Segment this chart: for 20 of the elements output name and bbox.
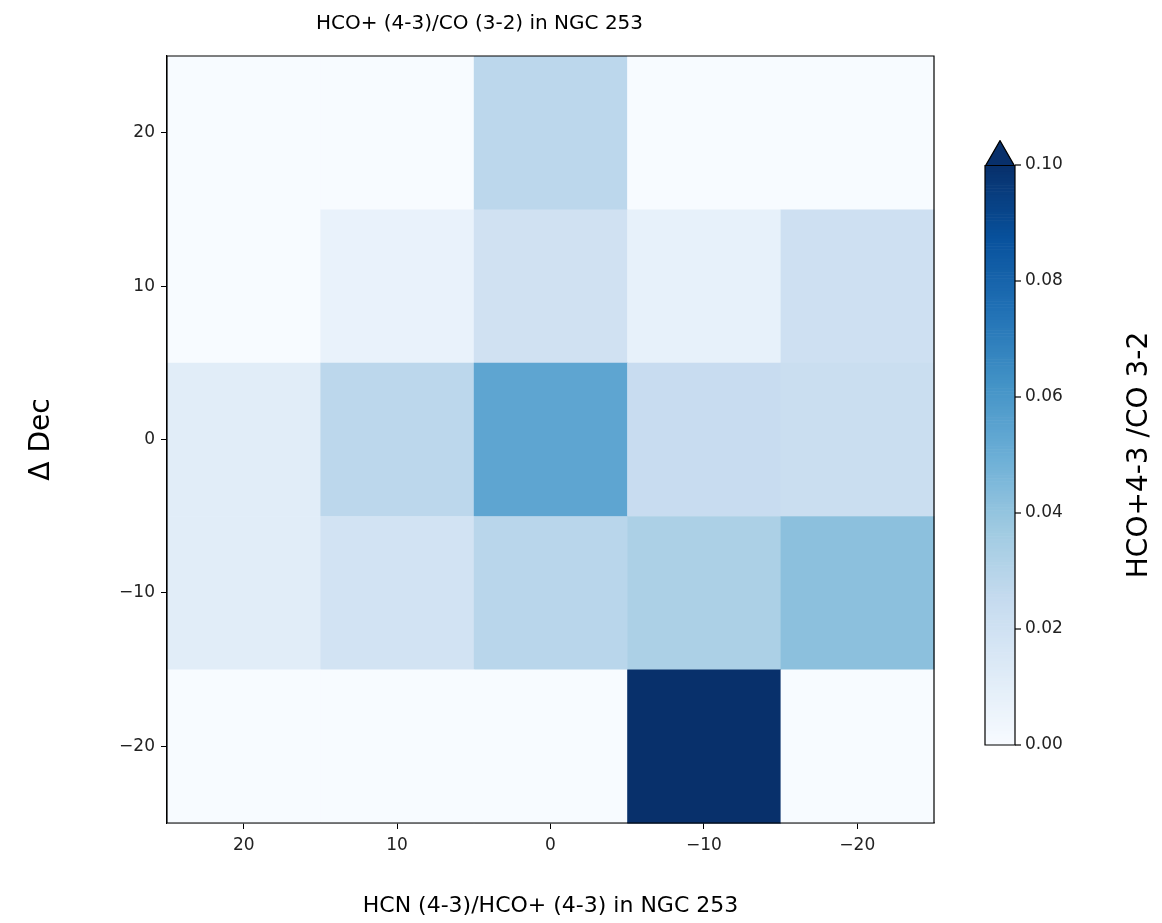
x-tick-label: 10 (386, 833, 408, 854)
y-tick-label: 20 (133, 121, 155, 142)
color-bar-label: 0.00 (1025, 733, 1063, 754)
y-tick-label: −10 (119, 581, 155, 602)
x-axis-title: HCN (4-3)/HCO+ (4-3) in NGC 253 (362, 891, 739, 917)
y-axis-title: Δ Dec (23, 398, 57, 481)
color-bar-label: 0.10 (1025, 153, 1063, 174)
x-tick-label: −20 (839, 833, 876, 854)
y-tick-label: 0 (144, 427, 155, 448)
color-bar-label: 0.08 (1025, 269, 1063, 290)
x-tick-label: 0 (545, 833, 556, 854)
color-bar-label: 0.02 (1025, 617, 1063, 638)
y-tick-label: −20 (119, 734, 155, 755)
color-bar-title: HCO+4-3 /CO 3-2 (1121, 331, 1155, 579)
y-tick-label: 10 (133, 274, 155, 295)
x-tick-label: −10 (685, 833, 722, 854)
color-bar-label: 0.06 (1025, 385, 1063, 406)
color-bar-label: 0.04 (1025, 501, 1063, 522)
x-tick-label: 20 (232, 833, 255, 854)
chart-title: HCO+ (4-3)/CO (3-2) in NGC 253 (315, 10, 644, 35)
